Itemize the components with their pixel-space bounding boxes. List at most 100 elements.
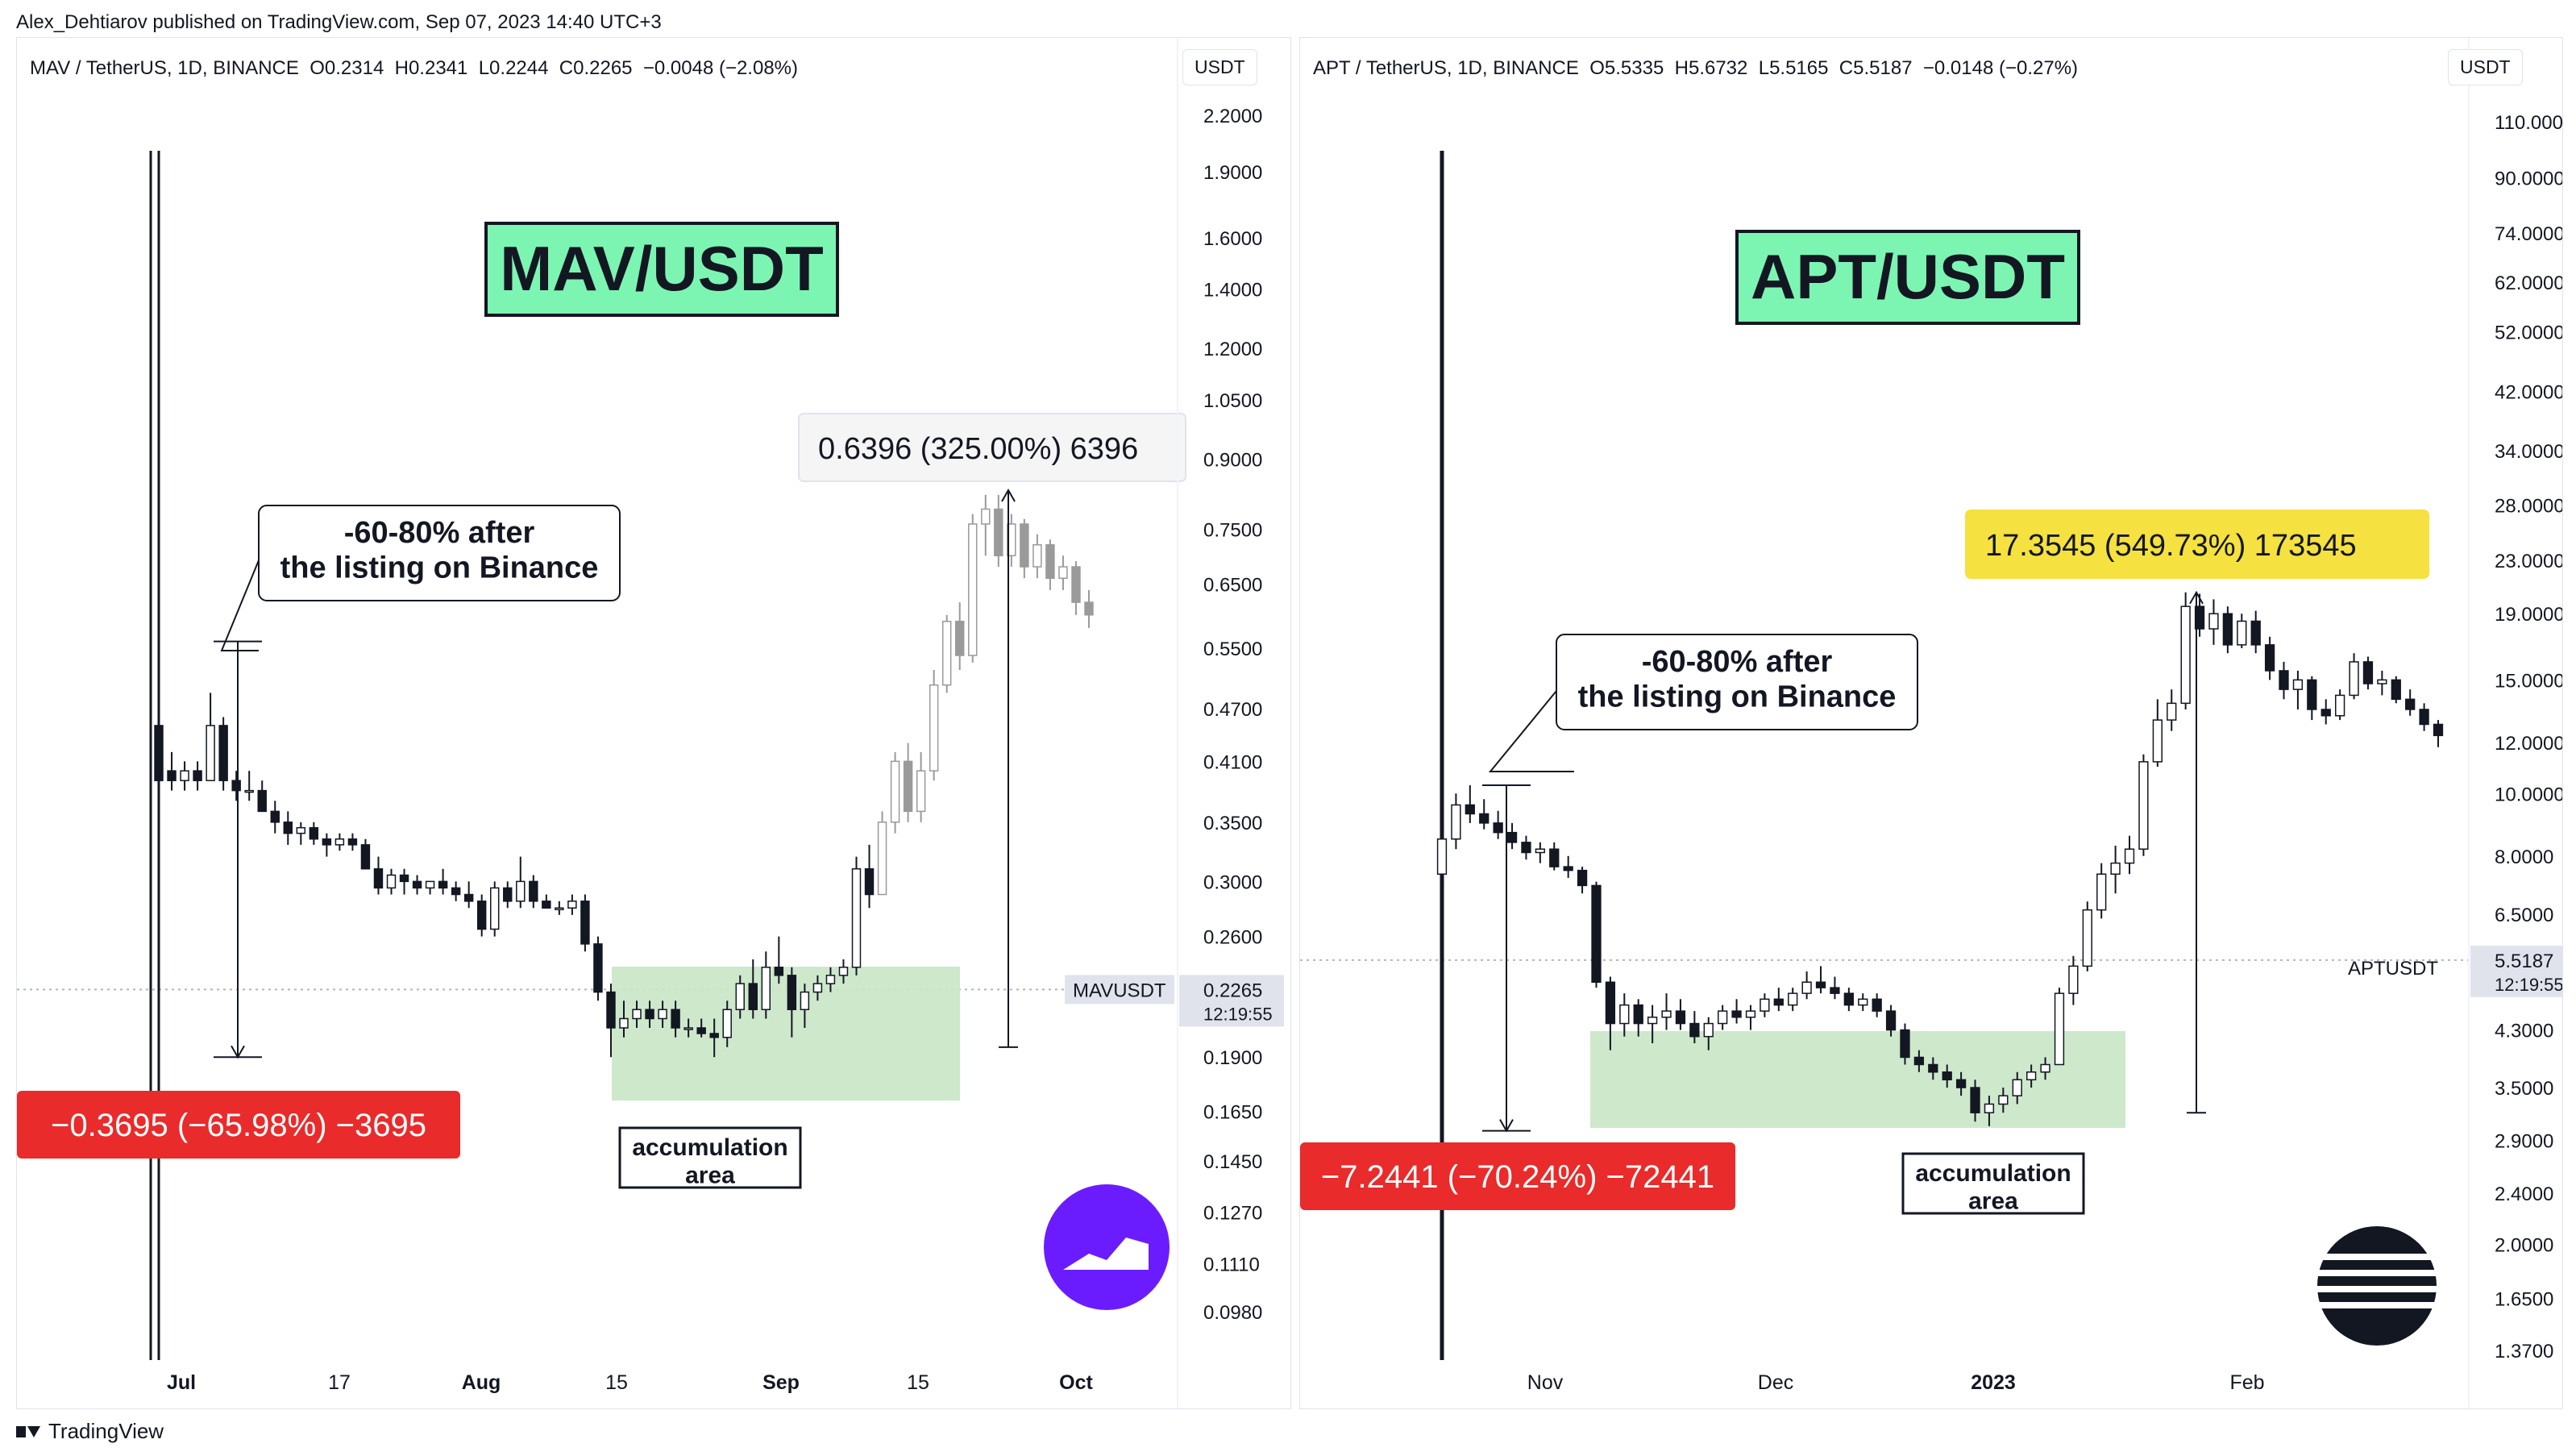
candle-body xyxy=(2026,1071,2037,1081)
y-tick-label: 0.7500 xyxy=(1203,519,1262,541)
accumulation-zone xyxy=(612,967,960,1100)
rise-arrow-icon xyxy=(2189,590,2204,605)
candle-body xyxy=(1058,566,1068,580)
candle-body xyxy=(1718,1010,1728,1025)
y-tick-label: 0.5500 xyxy=(1203,639,1262,660)
x-tick-label: Sep xyxy=(762,1371,800,1394)
x-tick-label: Feb xyxy=(2229,1371,2264,1394)
candle-body xyxy=(154,725,164,781)
candle-body xyxy=(1647,1016,1658,1025)
accumulation-label-text: accumulation xyxy=(1915,1160,2071,1187)
candle-body xyxy=(2138,761,2149,850)
candle-body xyxy=(1549,848,1560,867)
footer-brand: TradingView xyxy=(16,1419,164,1444)
drop-label-text: −0.3695 (−65.98%) −3695 xyxy=(51,1108,426,1143)
y-tick-label: 2.9000 xyxy=(2495,1130,2553,1152)
candle-body xyxy=(2040,1063,2050,1073)
aptos-logo-stripe-icon xyxy=(2317,1254,2437,1260)
candle-body xyxy=(1591,884,1602,983)
candle-body xyxy=(322,838,332,846)
y-tick-label: 0.1900 xyxy=(1203,1047,1262,1069)
drop-callout-box xyxy=(1556,634,1918,730)
candle-body xyxy=(180,770,189,781)
candle-body xyxy=(463,893,474,902)
y-tick-label: 2.4000 xyxy=(2495,1184,2553,1205)
mav-currency-button[interactable]: USDT xyxy=(1182,49,1257,85)
candle-body xyxy=(1760,998,1770,1012)
y-tick-label: 28.0000 xyxy=(2495,495,2562,517)
candle-body xyxy=(1071,566,1081,603)
drop-label-text: −7.2441 (−70.24%) −72441 xyxy=(1321,1159,1714,1195)
candle-body xyxy=(1998,1095,2009,1105)
candle-body xyxy=(1535,848,1546,854)
publisher-header: Alex_Dehtiarov published on TradingView.… xyxy=(16,11,662,33)
candle-body xyxy=(619,1017,629,1029)
price-tag-box xyxy=(2470,945,2562,997)
candle-body xyxy=(916,770,926,813)
apt-chart-panel[interactable]: APT/USDT -60-80% after the listing on Bina… xyxy=(1299,37,2563,1409)
candle-body xyxy=(1661,1010,1672,1018)
candle-body xyxy=(1032,544,1042,568)
candle-body xyxy=(2152,719,2163,763)
candle-body xyxy=(2433,723,2444,737)
price-tag-value: 5.5187 xyxy=(2495,951,2553,972)
callout-pointer xyxy=(220,560,260,651)
y-tick-label: 23.0000 xyxy=(2495,551,2562,572)
candle-body xyxy=(206,725,215,781)
candle-body xyxy=(1493,822,1503,834)
mav-chart-panel[interactable]: MAV/USDT -60-80% after the listing on Bina… xyxy=(16,37,1291,1409)
candle-body xyxy=(903,760,913,813)
accumulation-label-text: area xyxy=(685,1163,735,1189)
candle-body xyxy=(890,760,900,823)
x-tick-label: Aug xyxy=(462,1371,501,1394)
drop-callout-text: the listing on Binance xyxy=(280,551,599,585)
symbol-tag-text: APTUSDT xyxy=(2348,958,2438,980)
candle-body xyxy=(1007,523,1016,556)
candle-body xyxy=(748,983,758,1011)
y-tick-label: 0.4100 xyxy=(1203,751,1262,773)
candle-body xyxy=(1955,1079,1967,1088)
price-tag-value: 0.2265 xyxy=(1203,980,1262,1001)
rise-arrow-icon xyxy=(1001,488,1016,502)
aptos-logo-stripe-icon xyxy=(2317,1270,2437,1276)
candle-body xyxy=(373,867,384,889)
candle-body xyxy=(864,867,875,896)
candle-body xyxy=(2082,909,2092,967)
candle-body xyxy=(774,967,784,976)
candle-body xyxy=(2292,679,2304,690)
candle-body xyxy=(193,770,202,781)
apt-currency-button[interactable]: USDT xyxy=(2448,49,2523,85)
y-tick-label: 0.3000 xyxy=(1203,872,1262,893)
candle-body xyxy=(787,975,797,1011)
candle-body xyxy=(1843,992,1854,1006)
apt-symbol-ohlc: APT / TetherUS, 1D, BINANCE O5.5335 H5.6… xyxy=(1313,57,2079,79)
candle-body xyxy=(2250,620,2261,646)
candle-body xyxy=(981,508,991,525)
candle-body xyxy=(658,1009,667,1020)
candle-body xyxy=(412,880,422,889)
candle-body xyxy=(309,826,319,840)
x-tick-label: 17 xyxy=(328,1371,351,1394)
candle-body xyxy=(360,844,371,870)
candle-body xyxy=(270,810,280,823)
aptos-logo-stripe-icon xyxy=(2317,1286,2437,1292)
candle-body xyxy=(812,983,823,993)
candle-body xyxy=(1913,1056,1925,1066)
candle-body xyxy=(490,887,500,930)
candle-body xyxy=(1451,804,1461,840)
y-tick-label: 1.3700 xyxy=(2495,1341,2553,1362)
candle-body xyxy=(2279,670,2289,690)
y-tick-label: 15.0000 xyxy=(2495,670,2562,692)
drop-callout-text: the listing on Binance xyxy=(1578,680,1897,714)
candle-body xyxy=(516,880,526,902)
candle-body xyxy=(2180,605,2191,705)
y-tick-label: 52.0000 xyxy=(2495,322,2562,343)
candle-body xyxy=(2068,965,2079,994)
y-tick-label: 8.0000 xyxy=(2495,847,2553,868)
candle-body xyxy=(167,770,177,781)
candle-body xyxy=(399,874,409,883)
candle-body xyxy=(1577,869,1588,887)
candle-body xyxy=(1020,523,1029,568)
